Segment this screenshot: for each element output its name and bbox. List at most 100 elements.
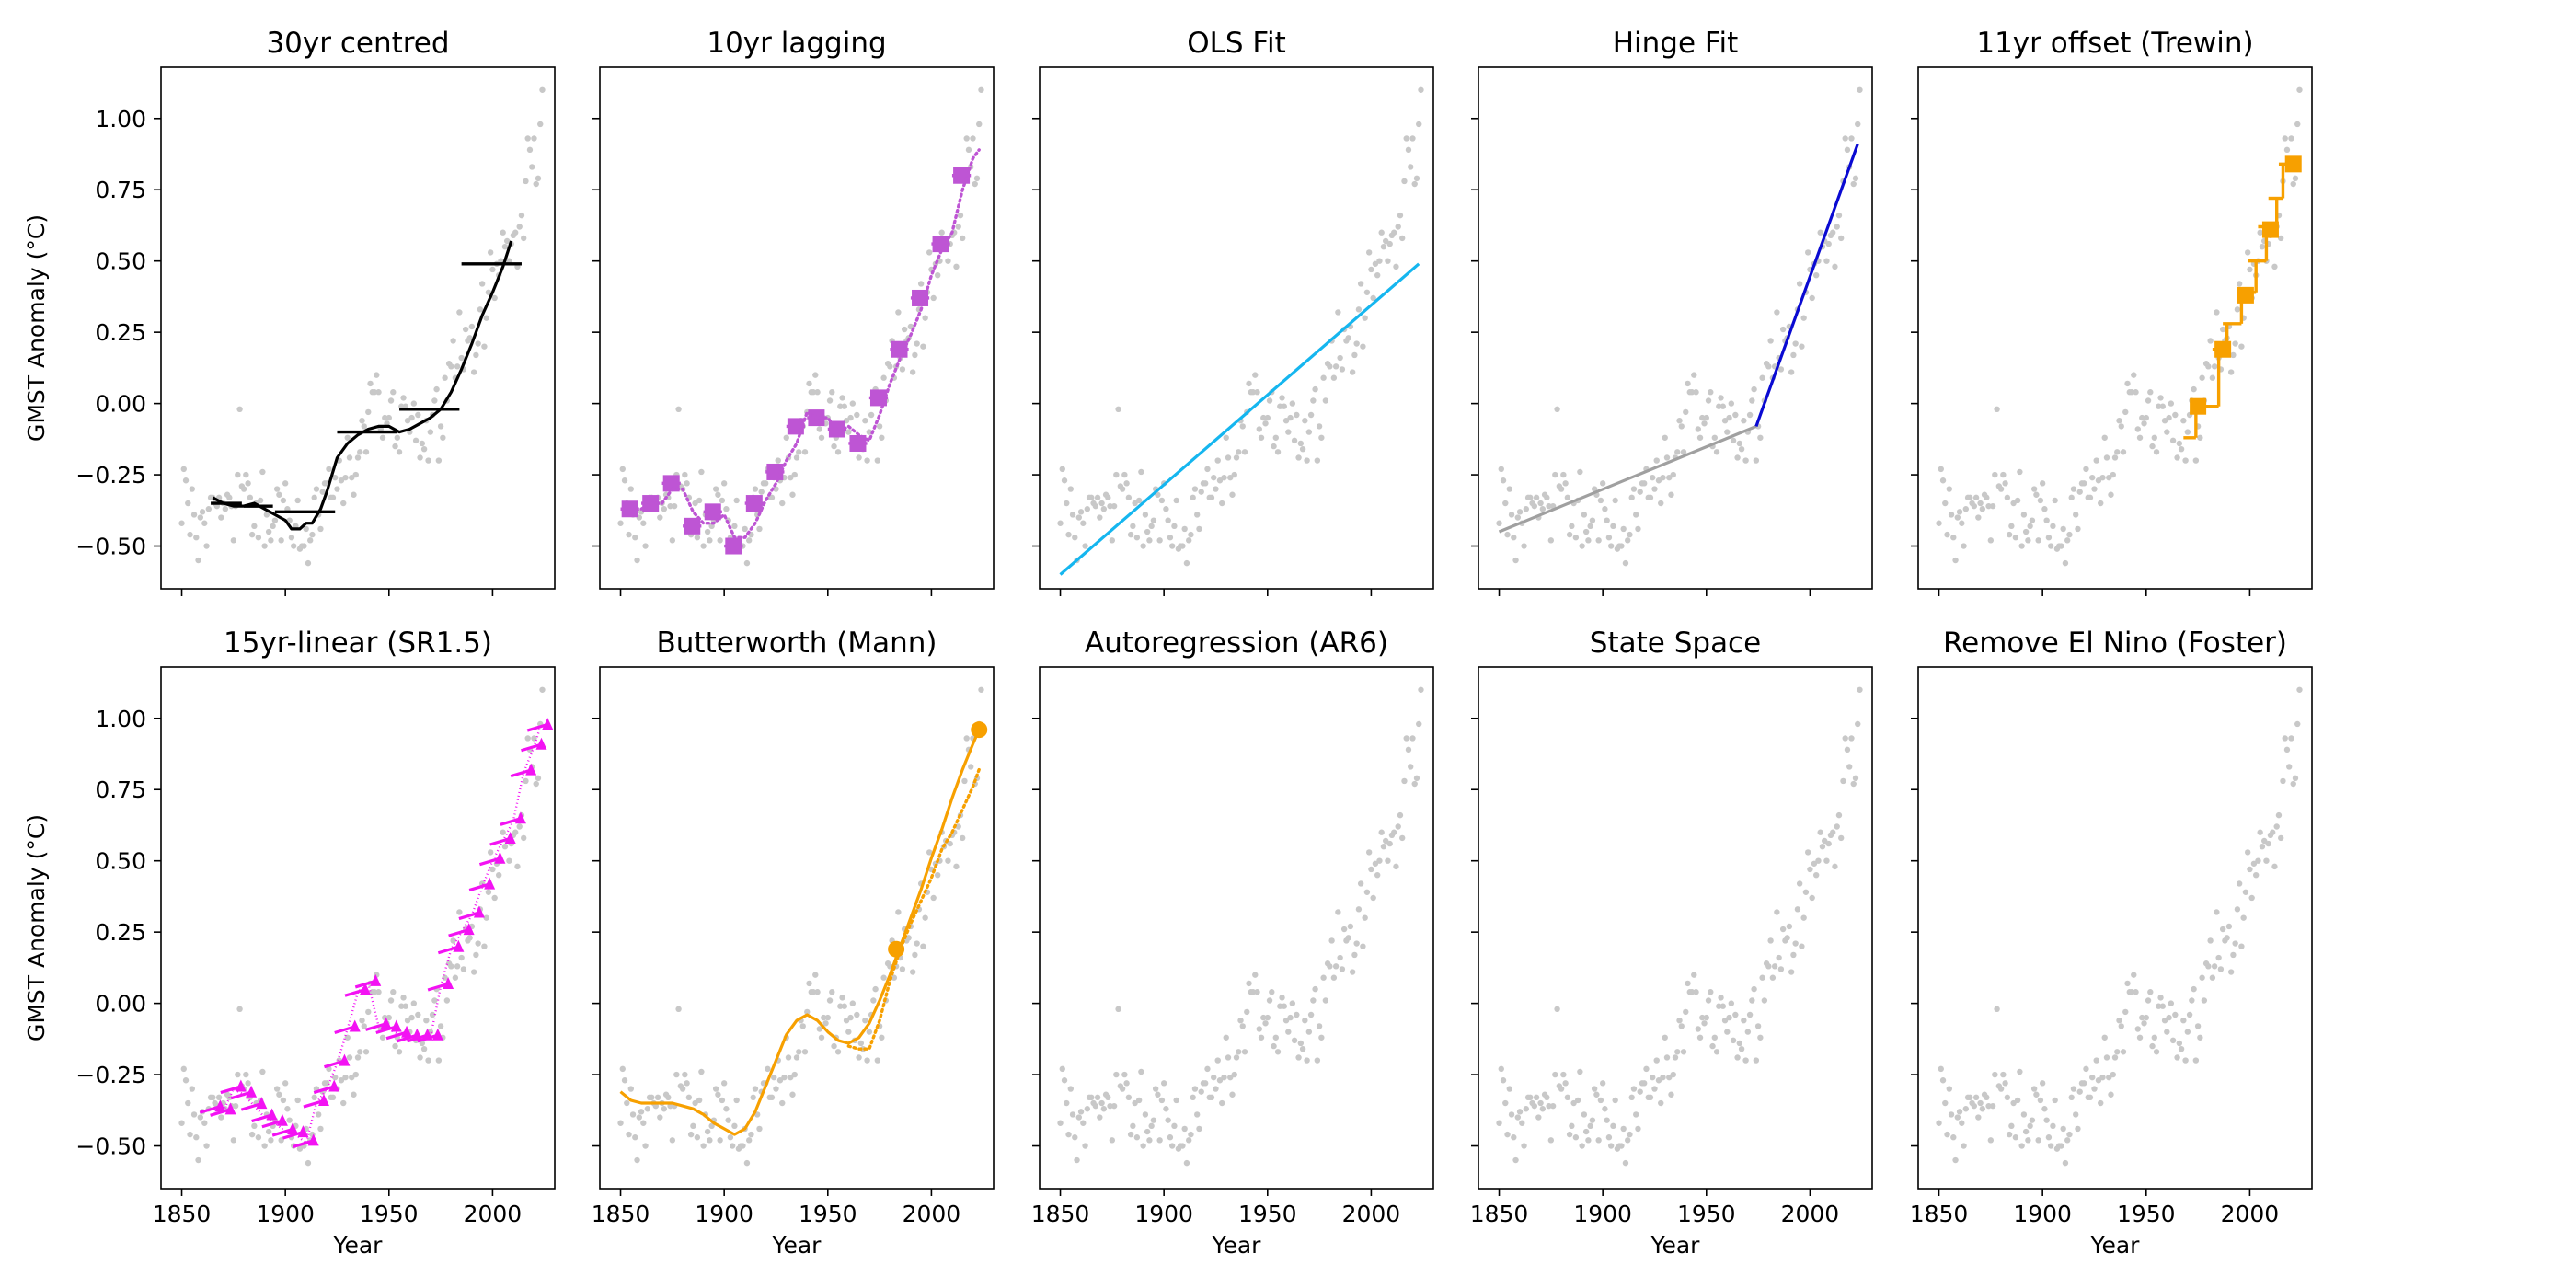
observation-point xyxy=(251,523,258,530)
observation-point xyxy=(1152,1086,1159,1092)
observation-point xyxy=(720,1080,728,1087)
observation-point xyxy=(880,974,887,981)
observation-point xyxy=(1075,1114,1083,1121)
observation-point xyxy=(704,1128,711,1135)
observation-point xyxy=(1577,468,1583,476)
observation-point xyxy=(839,995,845,1001)
observation-point xyxy=(1332,363,1340,370)
observation-point xyxy=(1069,512,1076,518)
observation-point xyxy=(2139,1014,2145,1021)
observation-point xyxy=(2205,363,2212,370)
observation-point xyxy=(273,1086,281,1092)
observation-point xyxy=(1064,1099,1070,1107)
observation-point xyxy=(232,1102,239,1110)
observation-point xyxy=(2147,389,2154,396)
observation-point xyxy=(2172,1011,2179,1018)
trend-endpoint-marker xyxy=(401,1025,413,1038)
observation-point xyxy=(640,1120,647,1126)
observation-point xyxy=(1115,406,1121,413)
observation-point xyxy=(854,1011,860,1018)
observation-point xyxy=(1539,1106,1547,1112)
observation-point xyxy=(448,963,454,970)
observation-point xyxy=(1109,537,1116,544)
observation-point xyxy=(2098,1099,2104,1107)
observation-point xyxy=(965,146,972,154)
observation-point xyxy=(344,1034,351,1041)
observation-point xyxy=(1971,1102,1978,1110)
series-line xyxy=(619,729,981,1136)
observation-point xyxy=(978,86,984,93)
observation-point xyxy=(2189,997,2195,1004)
observation-point xyxy=(1628,494,1635,501)
observation-point xyxy=(1602,1106,1608,1112)
observation-point xyxy=(1133,535,1141,541)
observation-point xyxy=(899,966,906,972)
observation-point xyxy=(788,474,794,481)
observation-point xyxy=(731,523,738,530)
observation-point xyxy=(1345,935,1351,941)
observation-point xyxy=(2014,497,2021,504)
observation-point xyxy=(1718,395,1724,401)
observation-point xyxy=(707,1137,713,1144)
observation-point xyxy=(1959,520,1965,526)
observation-point xyxy=(346,1054,353,1061)
observation-point xyxy=(1357,880,1364,887)
observation-point xyxy=(1305,429,1313,435)
observation-point xyxy=(1084,506,1091,512)
observation-point xyxy=(500,829,506,835)
observation-point xyxy=(1726,414,1732,421)
observation-point xyxy=(375,389,382,396)
observation-point xyxy=(1572,1134,1580,1141)
observation-point xyxy=(1523,1106,1530,1112)
observation-point xyxy=(1320,974,1327,981)
observation-point xyxy=(2008,1122,2015,1130)
x-tick-label: 1850 xyxy=(592,1201,650,1227)
observation-point xyxy=(634,557,640,564)
observation-point xyxy=(427,429,434,435)
observation-point xyxy=(1647,494,1654,501)
trend-segment xyxy=(396,1034,416,1043)
observation-point xyxy=(1258,1034,1265,1041)
observation-point xyxy=(470,969,477,975)
panel-title: 30yr centred xyxy=(266,27,449,60)
trend-endpoint-marker xyxy=(214,1099,226,1112)
observation-point xyxy=(1188,1131,1194,1138)
observation-point xyxy=(1065,531,1072,538)
observation-point xyxy=(2238,343,2245,350)
observation-point xyxy=(359,417,365,424)
observation-point xyxy=(1190,494,1196,501)
trend-endpoint-marker xyxy=(339,1053,351,1066)
observation-point xyxy=(1711,1034,1719,1041)
observation-point xyxy=(1237,1017,1244,1024)
observation-point xyxy=(1514,514,1522,521)
observation-point xyxy=(512,829,519,835)
observation-point xyxy=(1512,557,1519,564)
observation-point xyxy=(2093,457,2099,464)
observation-point xyxy=(1711,434,1719,441)
observation-point xyxy=(1683,1008,1689,1016)
observation-point xyxy=(1408,164,1414,170)
x-tick-label: 2000 xyxy=(464,1201,523,1227)
observation-point xyxy=(248,1131,256,1138)
y-tick-label: −0.25 xyxy=(75,462,146,489)
observation-point xyxy=(1732,411,1739,419)
observation-point xyxy=(2184,429,2191,435)
observation-point xyxy=(1080,520,1087,526)
trend-segment xyxy=(334,1025,354,1035)
observation-point xyxy=(1997,486,2005,492)
y-tick-label: 0.25 xyxy=(95,919,146,946)
observation-point xyxy=(930,894,937,902)
observation-point xyxy=(1984,494,1990,501)
observation-point xyxy=(1233,454,1240,461)
observation-point xyxy=(2099,474,2106,481)
observation-point xyxy=(1291,437,1298,444)
observation-point xyxy=(2124,980,2131,987)
observation-point xyxy=(247,494,254,501)
x-tick-label: 1900 xyxy=(1573,1201,1632,1227)
observation-point xyxy=(804,1008,811,1016)
observation-point xyxy=(1809,894,1815,902)
observation-point xyxy=(2257,829,2263,835)
observation-point xyxy=(245,480,251,487)
observation-point xyxy=(1817,229,1823,236)
observation-point xyxy=(1938,466,1944,473)
